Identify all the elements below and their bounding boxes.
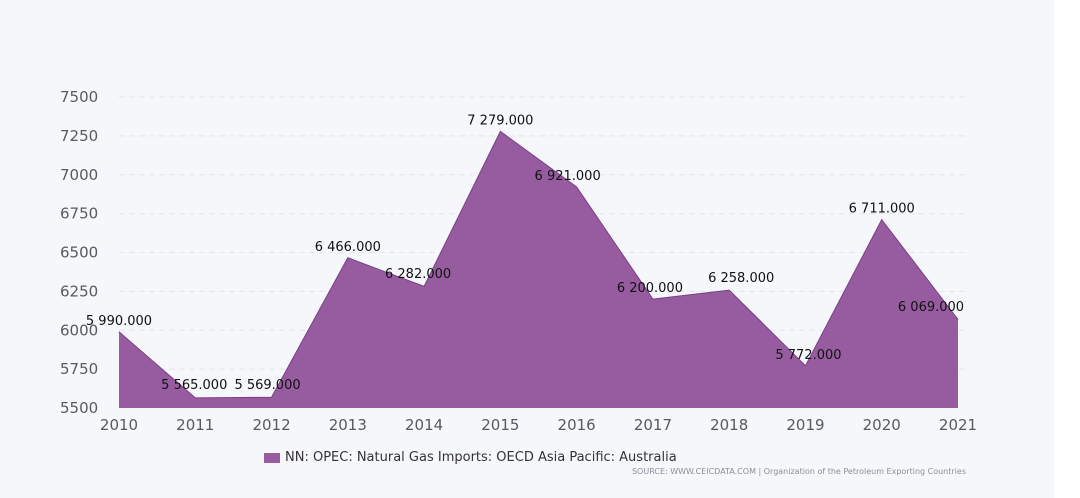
y-tick-label: 5500	[60, 399, 98, 417]
data-label: 6 466.000	[315, 240, 381, 255]
y-tick-label: 6000	[60, 321, 98, 339]
data-label: 6 711.000	[849, 202, 915, 217]
x-tick-label: 2018	[710, 416, 748, 434]
y-tick-label: 6500	[60, 244, 98, 262]
data-label: 6 282.000	[385, 267, 451, 282]
x-tick-label: 2016	[558, 416, 596, 434]
y-tick-label: 6750	[60, 205, 98, 223]
x-tick-label: 2021	[939, 416, 977, 434]
data-label: 5 772.000	[775, 348, 841, 363]
x-tick-label: 2012	[252, 416, 290, 434]
area-layer	[118, 130, 959, 409]
y-tick-label: 5750	[60, 360, 98, 378]
x-tick-label: 2015	[481, 416, 519, 434]
x-tick-label: 2017	[634, 416, 672, 434]
data-label: 5 569.000	[234, 378, 300, 393]
data-label: 6 069.000	[898, 300, 964, 315]
x-tick-label: 2013	[329, 416, 367, 434]
x-tick-label: 2011	[176, 416, 214, 434]
area-chart: 5500 5750 6000 6250 6500 6750 7000 7250 7500 201…	[60, 88, 977, 434]
data-label: 5 990.000	[86, 314, 152, 329]
legend-label: NN: OPEC: Natural Gas Imports: OECD Asia…	[285, 450, 677, 465]
y-axis: 5500 5750 6000 6250 6500 6750 7000 7250 7500	[60, 88, 98, 417]
data-labels: 5 990.000 5 565.000 5 569.000 6 466.000 6 28…	[86, 113, 964, 393]
series-area	[119, 131, 958, 409]
source-note: SOURCE: WWW.CEICDATA.COM | Organization …	[631, 467, 966, 476]
x-tick-label: 2014	[405, 416, 443, 434]
chart-container: 5500 5750 6000 6250 6500 6750 7000 7250 7500 201…	[60, 88, 978, 476]
legend-swatch	[264, 452, 280, 463]
y-tick-label: 7500	[60, 88, 98, 106]
data-label: 5 565.000	[161, 378, 227, 393]
y-tick-label: 7000	[60, 166, 98, 184]
series-line	[118, 130, 959, 399]
data-label: 6 200.000	[617, 281, 683, 296]
x-axis: 2010 2011 2012 2013 2014 2015 2016 2017 2018 2019…	[100, 416, 977, 434]
data-label: 6 921.000	[535, 169, 601, 184]
data-label: 7 279.000	[467, 113, 533, 128]
x-tick-label: 2019	[786, 416, 824, 434]
data-label: 6 258.000	[708, 271, 774, 286]
x-tick-label: 2020	[863, 416, 901, 434]
y-tick-label: 6250	[60, 282, 98, 300]
y-tick-label: 7250	[60, 127, 98, 145]
legend[interactable]: NN: OPEC: Natural Gas Imports: OECD Asia…	[264, 450, 677, 465]
x-tick-label: 2010	[100, 416, 138, 434]
